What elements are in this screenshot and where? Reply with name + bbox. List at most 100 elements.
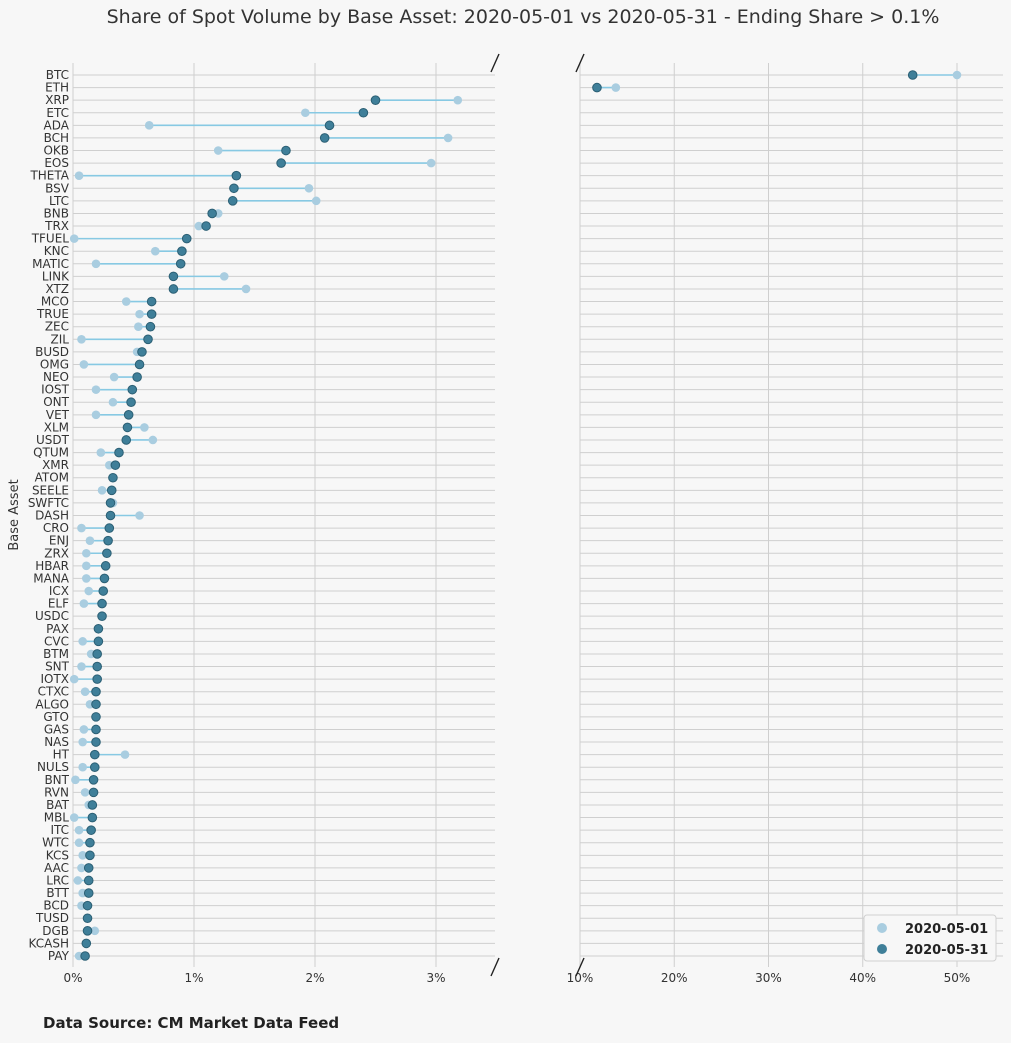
point-2020-05-31	[319, 133, 330, 143]
point-2020-05-31	[87, 800, 98, 810]
y-tick-label: MCO	[41, 295, 69, 309]
y-tick-label: OMG	[40, 357, 69, 371]
y-tick-label: BTC	[46, 68, 69, 82]
point-2020-05-01	[90, 926, 100, 936]
point-2020-05-31	[91, 686, 101, 697]
point-2020-05-31	[82, 913, 93, 924]
point-2020-05-01	[108, 397, 118, 407]
point-2020-05-31	[80, 951, 90, 961]
point-2020-05-01	[69, 234, 79, 243]
point-2020-05-31	[592, 82, 602, 93]
point-2020-05-01	[80, 788, 90, 797]
y-tick-label: BAT	[46, 798, 70, 812]
point-2020-05-01	[952, 70, 962, 80]
y-tick-label: NAS	[44, 735, 69, 749]
point-2020-05-01	[69, 813, 79, 822]
point-2020-05-01	[453, 95, 463, 105]
legend-label: 2020-05-31	[905, 943, 988, 958]
point-2020-05-01	[144, 121, 154, 130]
point-2020-05-01	[311, 196, 321, 206]
x-tick-label: 0%	[63, 971, 82, 985]
y-tick-label: TRUE	[36, 307, 69, 321]
point-2020-05-31	[121, 435, 132, 445]
point-2020-05-31	[146, 296, 157, 307]
y-tick-label: AAC	[44, 861, 69, 875]
chart-legend: 2020-05-01 2020-05-31	[863, 914, 997, 962]
point-2020-05-31	[97, 598, 107, 609]
y-tick-label: KCASH	[29, 936, 69, 950]
axis-break-mark	[490, 53, 500, 73]
point-2020-05-31	[102, 548, 112, 559]
point-2020-05-31	[132, 372, 142, 382]
y-tick-label: SEELE	[32, 483, 69, 497]
y-tick-label: LINK	[42, 269, 70, 283]
point-2020-05-01	[301, 108, 310, 118]
data-source-note: Data Source: CM Market Data Feed	[43, 1014, 339, 1032]
point-2020-05-31	[146, 309, 157, 319]
y-tick-label: ZEC	[45, 320, 69, 334]
point-2020-05-31	[108, 472, 118, 483]
point-2020-05-31	[126, 397, 136, 408]
point-2020-05-01	[97, 486, 107, 495]
x-tick-label: 10%	[567, 971, 594, 985]
point-2020-05-31	[97, 611, 107, 621]
point-2020-05-31	[181, 233, 192, 244]
y-tick-label: BTM	[43, 647, 69, 661]
point-2020-05-31	[127, 384, 138, 395]
point-2020-05-01	[120, 750, 130, 759]
y-tick-label: USDT	[36, 433, 70, 447]
point-2020-05-31	[92, 661, 102, 672]
y-tick-label: BCD	[43, 899, 69, 913]
point-2020-05-01	[78, 737, 87, 747]
y-axis-label: Base Asset	[7, 479, 22, 550]
y-tick-label: KCS	[46, 848, 69, 862]
x-tick-label: 3%	[426, 971, 445, 985]
point-2020-05-01	[611, 83, 621, 92]
point-2020-05-01	[219, 272, 229, 281]
y-tick-label: NULS	[37, 760, 69, 774]
point-2020-05-01	[82, 548, 91, 558]
x-tick-label: 40%	[849, 971, 876, 985]
point-2020-05-31	[370, 95, 381, 105]
y-tick-label: BSV	[45, 181, 70, 195]
y-tick-label: HT	[53, 748, 70, 762]
point-2020-05-31	[100, 561, 111, 571]
y-tick-label: CTXC	[38, 685, 69, 699]
y-tick-label: ALGO	[35, 697, 69, 711]
y-tick-label: DASH	[35, 509, 69, 523]
point-2020-05-01	[79, 599, 89, 608]
point-2020-05-01	[96, 448, 106, 457]
y-tick-label: GTO	[43, 710, 69, 724]
point-2020-05-31	[82, 926, 93, 936]
axis-break-mark	[575, 53, 585, 73]
point-2020-05-01	[78, 637, 87, 646]
point-2020-05-31	[92, 649, 102, 659]
x-tick-label: 50%	[944, 971, 971, 985]
y-tick-label: PAY	[48, 949, 70, 963]
point-2020-05-31	[134, 359, 145, 370]
point-2020-05-01	[241, 284, 251, 294]
point-2020-05-31	[227, 196, 238, 206]
point-2020-05-31	[104, 523, 115, 533]
point-2020-05-31	[83, 875, 94, 886]
point-2020-05-31	[88, 775, 99, 785]
y-tick-label: ELF	[48, 597, 69, 611]
point-2020-05-31	[91, 724, 101, 735]
point-2020-05-01	[71, 775, 80, 785]
y-tick-label: ICX	[49, 584, 69, 598]
y-tick-label: GAS	[44, 722, 69, 736]
point-2020-05-31	[91, 737, 101, 747]
point-2020-05-31	[110, 460, 121, 470]
x-tick-label: 20%	[661, 971, 688, 985]
point-2020-05-01	[91, 410, 101, 420]
point-2020-05-31	[92, 674, 102, 684]
point-2020-05-31	[231, 170, 242, 181]
point-2020-05-01	[213, 146, 223, 155]
point-2020-05-01	[91, 385, 101, 394]
point-2020-05-31	[106, 485, 117, 496]
y-tick-label: XTZ	[45, 282, 69, 296]
point-2020-05-01	[426, 158, 436, 168]
legend-box	[863, 914, 997, 962]
point-2020-05-01	[82, 561, 91, 571]
